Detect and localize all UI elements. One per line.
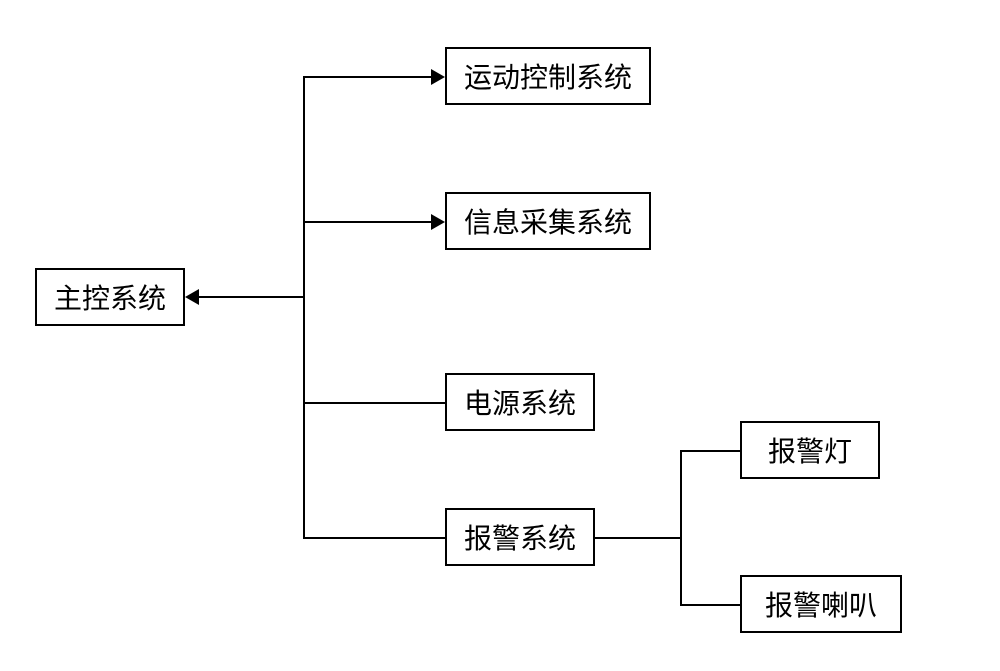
connector-line xyxy=(680,450,682,605)
connector-line xyxy=(303,221,431,223)
alarm-light-label: 报警灯 xyxy=(768,430,852,470)
main-control-label: 主控系统 xyxy=(54,277,166,317)
connector-line xyxy=(680,604,740,606)
info-collection-node: 信息采集系统 xyxy=(445,192,651,250)
power-system-node: 电源系统 xyxy=(445,373,595,431)
connector-line xyxy=(303,402,445,404)
alarm-light-node: 报警灯 xyxy=(740,421,880,479)
connector-line xyxy=(595,537,682,539)
main-control-node: 主控系统 xyxy=(35,268,185,326)
arrow-icon xyxy=(431,214,445,230)
arrow-icon xyxy=(431,69,445,85)
power-system-label: 电源系统 xyxy=(464,382,576,422)
alarm-horn-label: 报警喇叭 xyxy=(765,584,877,624)
info-collection-label: 信息采集系统 xyxy=(464,201,632,241)
alarm-horn-node: 报警喇叭 xyxy=(740,575,902,633)
connector-line xyxy=(199,296,303,298)
motion-control-node: 运动控制系统 xyxy=(445,47,651,105)
connector-line xyxy=(303,76,431,78)
arrow-icon xyxy=(185,289,199,305)
alarm-system-node: 报警系统 xyxy=(445,508,595,566)
connector-line xyxy=(680,450,740,452)
motion-control-label: 运动控制系统 xyxy=(464,56,632,96)
alarm-system-label: 报警系统 xyxy=(464,517,576,557)
connector-line xyxy=(303,76,305,538)
connector-line xyxy=(303,537,445,539)
